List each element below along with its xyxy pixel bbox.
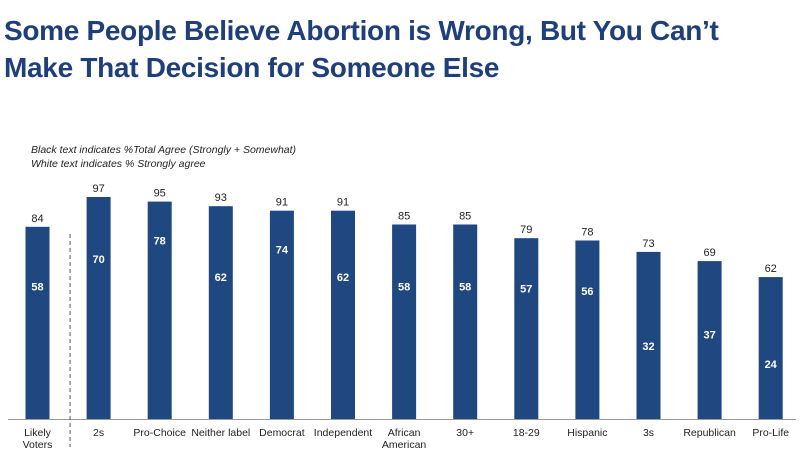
strongly-agree-label: 78 — [154, 236, 166, 248]
bar — [25, 226, 50, 419]
category-label: 30+ — [456, 427, 474, 439]
bar — [758, 277, 783, 419]
total-agree-label: 69 — [703, 247, 715, 259]
legend-total-agree-note: Black text indicates %Total Agree (Stron… — [31, 144, 297, 156]
strongly-agree-label: 58 — [459, 281, 471, 293]
category-label: Likely — [24, 427, 52, 439]
category-label: Republican — [683, 427, 736, 439]
strongly-agree-label: 58 — [398, 281, 410, 293]
strongly-agree-label: 62 — [337, 272, 349, 284]
total-agree-label: 95 — [154, 188, 166, 200]
strongly-agree-label: 57 — [520, 284, 532, 296]
category-label: Hispanic — [567, 427, 607, 439]
category-label: American — [382, 439, 427, 450]
category-label: Pro-Life — [752, 427, 789, 439]
category-label: Pro-Choice — [133, 427, 186, 439]
total-agree-label: 78 — [581, 227, 593, 239]
category-label: Voters — [23, 439, 53, 450]
bar — [86, 197, 111, 419]
total-agree-label: 97 — [92, 183, 104, 195]
bar — [147, 201, 172, 419]
strongly-agree-label: 24 — [765, 359, 778, 371]
total-agree-label: 91 — [276, 197, 288, 209]
bar — [636, 251, 661, 419]
category-label: African — [388, 427, 421, 439]
strongly-agree-label: 58 — [31, 281, 43, 293]
total-agree-label: 93 — [215, 192, 227, 204]
strongly-agree-label: 70 — [92, 254, 104, 266]
category-label: 3s — [643, 427, 654, 439]
strongly-agree-label: 62 — [215, 272, 227, 284]
bar — [453, 224, 478, 419]
total-agree-label: 79 — [520, 224, 532, 236]
legend-strongly-agree-note: White text indicates % Strongly agree — [31, 158, 206, 170]
total-agree-label: 85 — [398, 211, 410, 223]
strongly-agree-label: 32 — [642, 341, 654, 353]
category-label: Democrat — [259, 427, 305, 439]
total-agree-label: 73 — [642, 238, 654, 250]
category-label: 18-29 — [513, 427, 540, 439]
slide-title: Some People Believe Abortion is Wrong, B… — [4, 15, 719, 83]
bar — [575, 240, 600, 419]
bar — [392, 224, 417, 419]
category-label: 2s — [93, 427, 104, 439]
bar — [269, 210, 294, 419]
strongly-agree-label: 37 — [703, 329, 715, 341]
bar — [331, 210, 355, 419]
chart-legend: Black text indicates %Total Agree (Stron… — [31, 143, 296, 171]
bar — [697, 261, 722, 419]
total-agree-label: 62 — [765, 263, 777, 275]
total-agree-label: 91 — [337, 197, 349, 209]
bar — [514, 238, 539, 419]
strongly-agree-label: 56 — [581, 286, 593, 298]
total-agree-label: 85 — [459, 211, 471, 223]
bar — [208, 206, 233, 419]
strongly-agree-label: 74 — [276, 245, 289, 257]
category-label: Independent — [314, 427, 372, 439]
category-label: Neither label — [191, 427, 250, 439]
total-agree-label: 84 — [31, 213, 43, 225]
